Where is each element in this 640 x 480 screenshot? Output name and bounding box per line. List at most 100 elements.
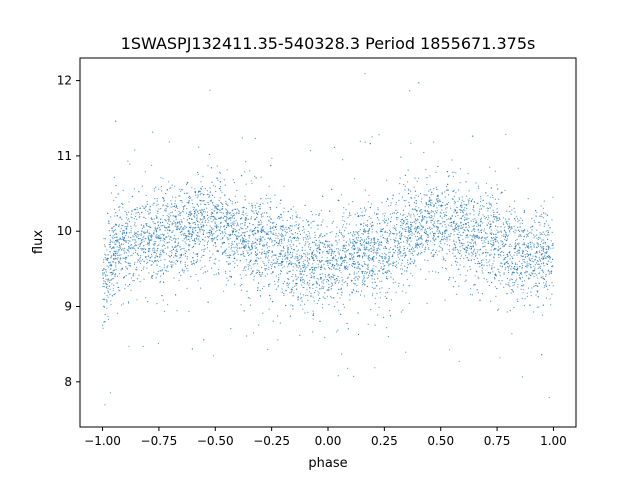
data-point <box>281 236 283 238</box>
data-point <box>451 225 453 228</box>
data-point <box>282 267 284 269</box>
data-point <box>249 297 251 299</box>
data-point <box>297 296 299 298</box>
data-point <box>372 267 374 269</box>
data-point <box>290 225 292 227</box>
data-point <box>346 249 348 251</box>
data-point <box>283 280 286 283</box>
data-point <box>226 277 228 279</box>
data-point <box>547 245 549 247</box>
data-point <box>425 203 428 205</box>
data-point <box>406 240 409 243</box>
data-point <box>162 252 164 254</box>
data-point <box>296 216 298 218</box>
data-point <box>433 188 435 190</box>
data-point <box>529 304 531 306</box>
data-point <box>487 210 489 212</box>
data-point <box>474 235 476 237</box>
data-point <box>171 231 173 234</box>
data-point <box>354 213 356 215</box>
data-point <box>405 230 407 232</box>
data-point <box>446 185 448 188</box>
data-point <box>332 284 334 286</box>
data-point <box>415 230 417 232</box>
data-point <box>242 243 244 245</box>
data-point <box>188 232 190 234</box>
data-point <box>133 280 135 282</box>
data-point <box>110 300 112 302</box>
data-point <box>268 185 270 187</box>
data-point <box>395 230 397 232</box>
data-point <box>236 237 238 240</box>
data-point <box>425 168 427 171</box>
data-point <box>415 194 417 196</box>
data-point <box>127 242 130 244</box>
data-point <box>476 225 478 227</box>
data-point <box>328 252 330 254</box>
data-point <box>436 212 438 214</box>
data-point <box>431 231 433 233</box>
data-point <box>107 318 110 321</box>
data-point <box>545 234 547 236</box>
data-point <box>157 203 159 205</box>
data-point <box>232 209 234 211</box>
data-point <box>465 226 467 228</box>
data-point <box>328 279 330 281</box>
data-point <box>155 259 157 262</box>
data-point <box>103 268 105 270</box>
data-point <box>331 222 333 224</box>
data-point <box>546 246 548 248</box>
data-point <box>202 175 204 177</box>
data-point <box>233 182 235 184</box>
data-point <box>183 192 186 194</box>
data-point <box>149 226 151 228</box>
data-point <box>515 244 517 246</box>
data-point <box>209 225 211 227</box>
data-point <box>408 214 410 216</box>
data-point <box>461 202 463 204</box>
data-point <box>229 212 232 214</box>
data-point <box>314 234 316 236</box>
data-point <box>175 250 177 252</box>
data-point <box>511 228 513 230</box>
data-point <box>215 190 217 193</box>
data-point <box>358 275 360 277</box>
data-point <box>193 227 195 229</box>
data-point <box>303 265 305 267</box>
data-point <box>206 218 208 220</box>
data-point <box>448 245 451 247</box>
data-point <box>215 231 217 233</box>
data-point <box>167 222 169 224</box>
data-point <box>369 260 371 262</box>
data-point <box>135 239 137 241</box>
data-point <box>451 159 453 161</box>
data-point <box>398 199 400 201</box>
data-point <box>374 242 376 244</box>
data-point <box>482 214 484 216</box>
data-point <box>457 251 459 253</box>
data-point <box>136 207 138 209</box>
data-point <box>492 216 494 218</box>
data-point <box>110 303 112 305</box>
data-point <box>487 281 489 283</box>
data-point <box>320 278 322 280</box>
data-point <box>344 257 346 259</box>
data-point <box>509 285 511 287</box>
data-point <box>501 241 503 243</box>
data-point <box>177 225 179 227</box>
data-point <box>127 255 129 257</box>
data-point <box>188 222 191 224</box>
data-point <box>438 201 440 203</box>
data-point <box>265 194 268 196</box>
data-point <box>514 262 517 264</box>
data-point <box>477 292 479 294</box>
data-point <box>516 239 518 241</box>
data-point <box>173 220 175 222</box>
data-point <box>199 218 201 220</box>
data-point <box>153 244 156 246</box>
data-point <box>521 255 523 257</box>
data-point <box>511 226 513 228</box>
data-point <box>139 244 141 246</box>
data-point <box>174 240 176 242</box>
data-point <box>347 367 349 369</box>
